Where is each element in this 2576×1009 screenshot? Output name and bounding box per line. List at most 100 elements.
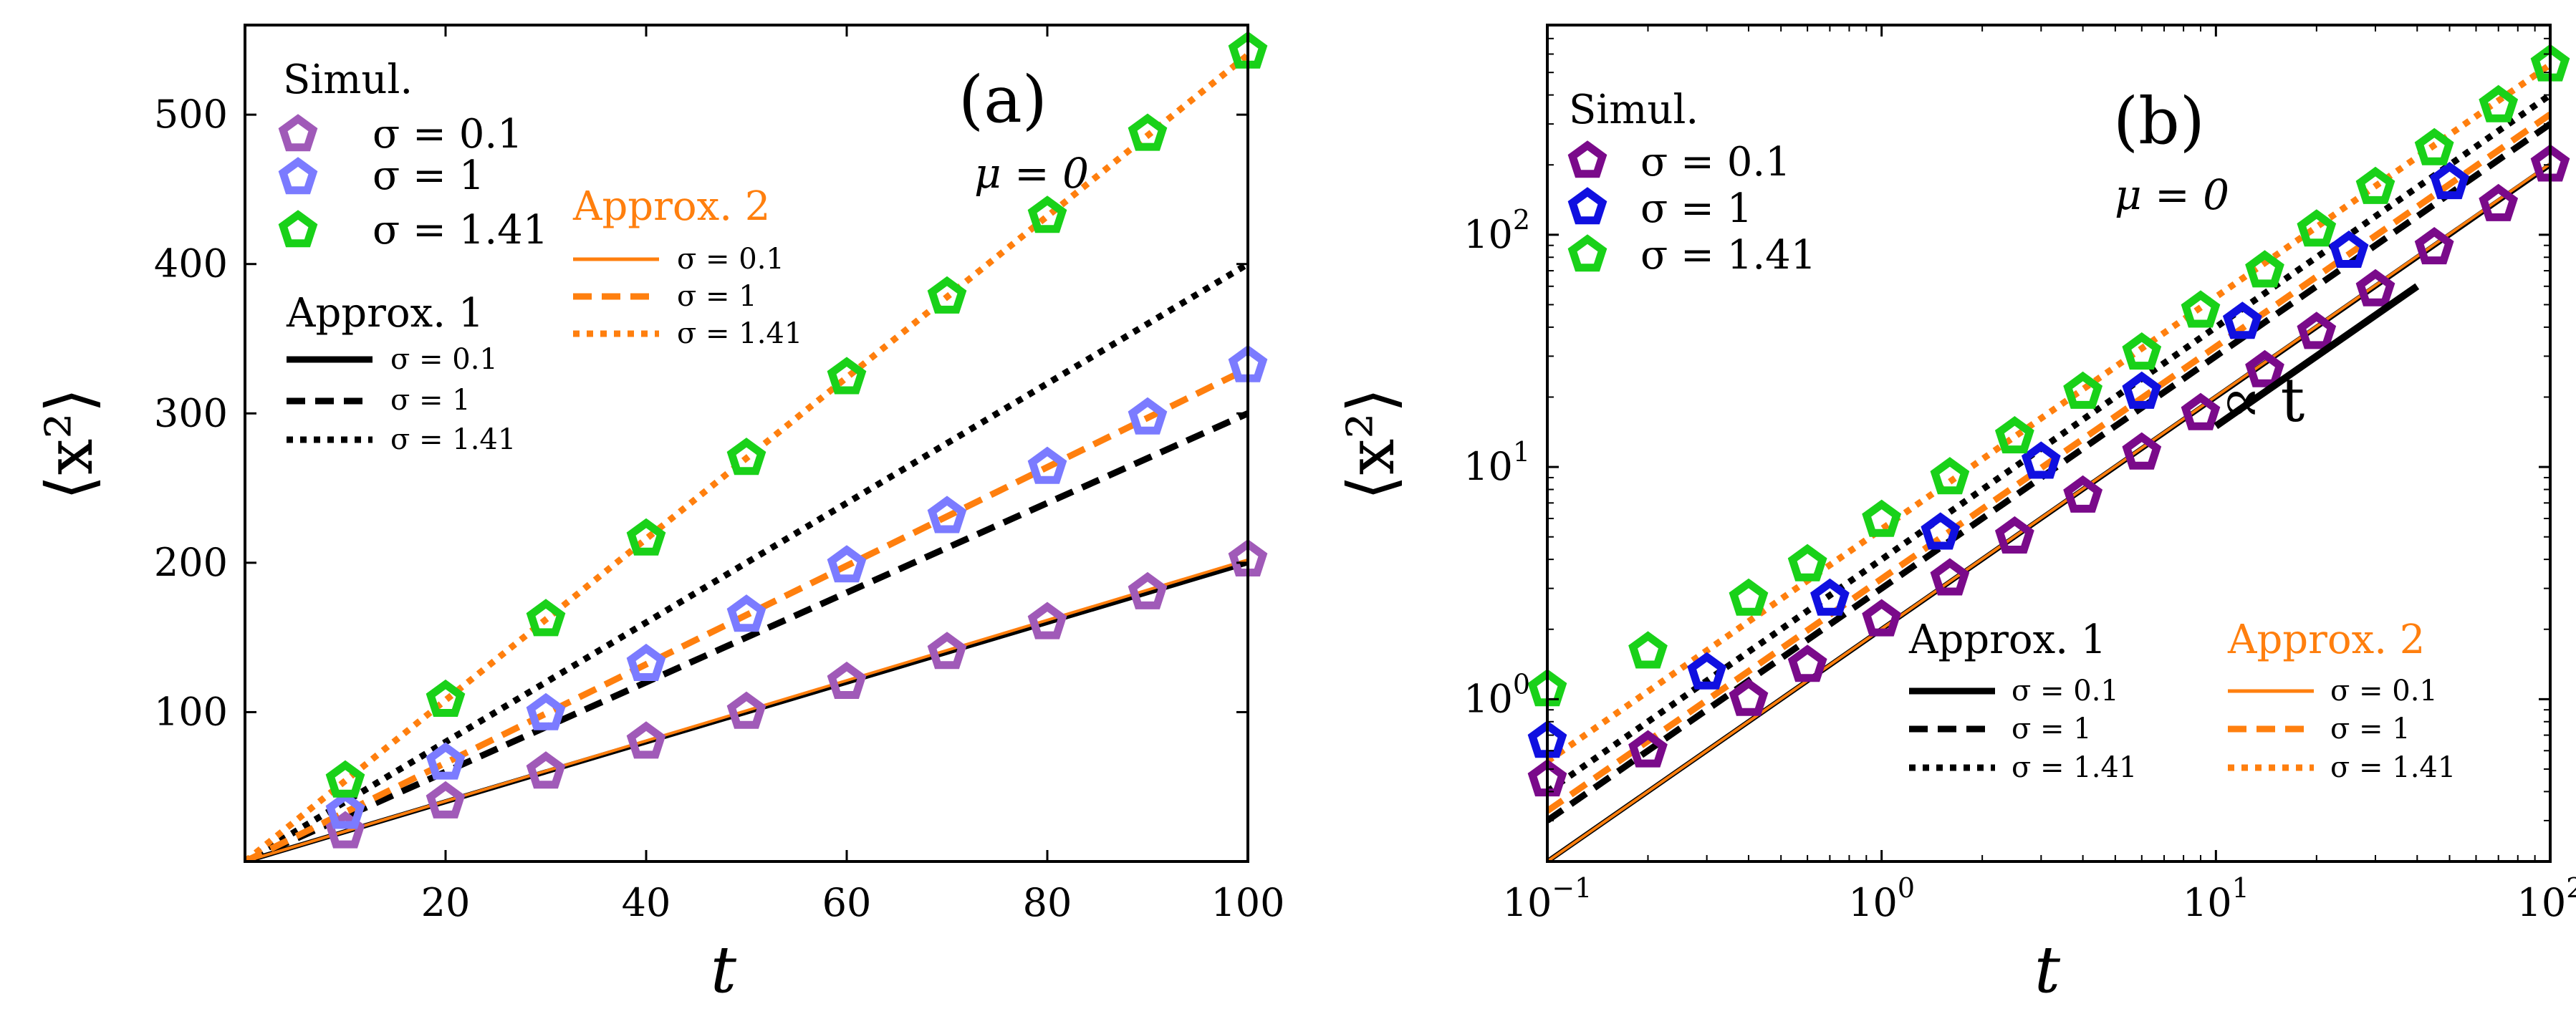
legend-approx2-label-0: σ = 0.1	[677, 243, 784, 276]
y-tick-label: 101	[1464, 436, 1530, 489]
sim-marker-0	[1128, 571, 1168, 609]
legend-approx1-title: Approx. 1	[286, 290, 484, 337]
sim-marker-1	[2329, 230, 2369, 268]
sim-marker-0	[2181, 392, 2221, 430]
sim-marker-2	[927, 276, 967, 314]
legend-approx1-label-0: σ = 0.1	[390, 343, 498, 376]
sim-marker-1	[2122, 371, 2162, 409]
panel-a-frame	[244, 24, 1249, 863]
approx1-line-2	[245, 261, 1248, 861]
sim-marker-2	[2355, 166, 2395, 204]
legend-sim-marker-2	[1567, 234, 1607, 272]
legend-approx1-title: Approx. 1	[1908, 617, 2106, 663]
x-tick-label: 80	[1023, 880, 1072, 925]
x-tick-label: 100	[1848, 872, 1915, 925]
legend-approx2-label-0: σ = 0.1	[2330, 675, 2438, 708]
sim-marker-2	[1128, 113, 1168, 151]
legend-approx2-title: Approx. 2	[572, 183, 770, 230]
panel-b-legend-sim: Simul. σ = 0.1 σ = 1 σ = 1.41	[1567, 87, 1816, 279]
sim-marker-1	[626, 643, 666, 681]
sim-marker-2	[1994, 416, 2034, 454]
sim-marker-2	[2479, 85, 2519, 122]
sim-marker-2	[1027, 195, 1067, 233]
legend-approx2-label-1: σ = 1	[677, 280, 757, 313]
panel-b-ticks: 10−1 100 101 102 100 101 102	[1464, 25, 2576, 925]
sim-marker-2	[827, 357, 867, 395]
sim-marker-2	[2245, 250, 2284, 288]
sim-marker-0	[526, 751, 566, 789]
sim-marker-2	[526, 599, 566, 637]
sim-marker-1	[1128, 397, 1168, 435]
sim-marker-0	[726, 691, 766, 729]
x-tick-label: 10−1	[1503, 872, 1592, 925]
sim-marker-0	[1930, 558, 1970, 596]
legend-approx2-label-2: σ = 1.41	[2330, 751, 2456, 784]
x-tick-label: 100	[1211, 880, 1284, 925]
sim-marker-0	[2122, 432, 2162, 470]
panel-b-mu-annotation: μ = 0	[2115, 170, 2229, 219]
sim-marker-2	[1628, 631, 1668, 669]
sim-marker-2	[2181, 290, 2221, 328]
y-tick-label: 200	[154, 540, 228, 585]
sim-marker-2	[1729, 578, 1769, 616]
legend-sim-marker-0	[1567, 140, 1607, 178]
legend-approx1-label-2: σ = 1.41	[2012, 751, 2137, 784]
legend-sim-marker-0	[278, 114, 318, 152]
y-tick-label: 100	[154, 689, 228, 734]
y-tick-label: 300	[154, 390, 228, 435]
sim-marker-0	[2063, 475, 2103, 513]
x-tick-label: 101	[2183, 872, 2249, 925]
sim-marker-1	[2021, 441, 2061, 479]
panel-a-x-axis-label: t	[711, 932, 737, 1008]
sim-marker-1	[1810, 578, 1850, 616]
sim-marker-0	[1729, 678, 1769, 716]
x-tick-label: 20	[421, 880, 471, 925]
sim-marker-2	[2414, 127, 2454, 165]
panel-b-legend-approx1: Approx. 1 σ = 0.1 σ = 1 σ = 1.41	[1908, 617, 2137, 784]
panel-b-frame	[1546, 24, 2552, 863]
sim-marker-0	[626, 721, 666, 759]
y-tick-label: 102	[1464, 204, 1530, 257]
panel-a-label: (a)	[958, 62, 1047, 137]
sim-marker-1	[1921, 512, 1961, 550]
sim-marker-1	[1027, 446, 1067, 484]
sim-marker-2	[2297, 209, 2337, 247]
approx2-line-2	[245, 52, 1248, 861]
legend-approx1-label-2: σ = 1.41	[390, 423, 516, 456]
legend-sim-label-2: σ = 1.41	[1640, 232, 1816, 279]
sim-marker-0	[1628, 730, 1668, 768]
y-tick-label: 500	[154, 92, 228, 137]
sim-marker-1	[2430, 161, 2469, 200]
x-tick-label: 40	[622, 880, 671, 925]
panel-a-y-axis-label: ⟨x²⟩	[32, 387, 107, 500]
legend-approx2-label-1: σ = 1	[2330, 713, 2411, 745]
sim-marker-1	[526, 692, 566, 730]
legend-sim-label-2: σ = 1.41	[373, 207, 548, 254]
panel-b-data	[1527, 44, 2570, 861]
legend-sim-label-0: σ = 0.1	[373, 111, 523, 158]
x-tick-label: 60	[822, 880, 872, 925]
sim-marker-2	[1862, 499, 1902, 537]
panel-a-legend-sim: Simul. σ = 0.1 σ = 1 σ = 1.41	[278, 57, 548, 254]
sim-marker-0	[2355, 269, 2395, 306]
sim-marker-0	[2297, 312, 2337, 349]
sim-marker-0	[1787, 644, 1827, 682]
legend-sim-marker-1	[1567, 187, 1607, 225]
sim-marker-2	[726, 438, 766, 475]
sim-marker-2	[2063, 371, 2103, 409]
panel-b-y-axis-label: ⟨x²⟩	[1334, 387, 1409, 500]
sim-marker-0	[426, 781, 466, 819]
legend-approx1-label-1: σ = 1	[2012, 713, 2092, 745]
panel-a: 20 40 60 80 100 100 200 300 400 500 (a) μ = 0 Sim…	[32, 24, 1285, 1008]
slope-line	[2214, 283, 2420, 430]
sim-marker-2	[626, 518, 666, 556]
sim-marker-0	[1027, 602, 1067, 639]
sim-marker-1	[726, 594, 766, 632]
sim-marker-1	[325, 791, 365, 829]
sim-marker-1	[426, 742, 466, 780]
sim-marker-0	[2245, 349, 2284, 387]
sim-marker-2	[2122, 332, 2162, 370]
panel-a-legend-approx2: Approx. 2 σ = 0.1 σ = 1 σ = 1.41	[572, 183, 802, 350]
sim-marker-1	[1687, 652, 1727, 690]
